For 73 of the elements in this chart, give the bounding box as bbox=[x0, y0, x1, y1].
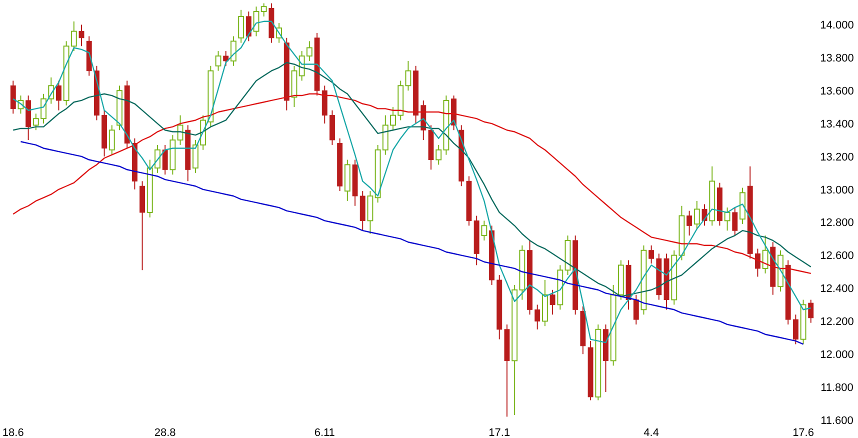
candlestick bbox=[564, 235, 571, 276]
x-tick-label: 17.6 bbox=[792, 426, 814, 438]
candlestick bbox=[770, 242, 776, 296]
candlestick bbox=[648, 244, 654, 264]
candlestick bbox=[496, 274, 502, 340]
candlestick bbox=[238, 9, 244, 44]
candlestick bbox=[170, 134, 176, 176]
candlestick bbox=[489, 225, 494, 286]
candlestick bbox=[291, 65, 298, 108]
y-tick-label: 12.600 bbox=[820, 250, 854, 262]
y-tick-label: 13.800 bbox=[820, 52, 854, 64]
candlestick bbox=[352, 159, 358, 206]
candlestick bbox=[640, 244, 647, 316]
candlestick bbox=[504, 324, 510, 418]
y-tick-label: 12.400 bbox=[820, 283, 854, 296]
candlestick bbox=[686, 210, 692, 236]
candlestick bbox=[557, 264, 564, 310]
candlestick bbox=[626, 260, 632, 310]
candlestick bbox=[177, 114, 184, 146]
candlestick bbox=[474, 215, 480, 266]
candlestick bbox=[78, 24, 84, 47]
line-series bbox=[20, 141, 804, 345]
candlestick bbox=[246, 11, 252, 42]
y-tick-label: 12.800 bbox=[820, 217, 854, 230]
candlestick bbox=[527, 240, 532, 316]
candlestick bbox=[360, 190, 366, 232]
y-tick-label: 12.000 bbox=[820, 348, 854, 361]
candlestick bbox=[116, 85, 122, 131]
x-tick-label: 6.11 bbox=[314, 426, 335, 438]
x-tick-label: 28.8 bbox=[154, 426, 176, 438]
candlestick bbox=[18, 95, 24, 114]
candlestick bbox=[268, 2, 274, 44]
candlestick bbox=[785, 260, 791, 325]
x-tick-label: 17.1 bbox=[488, 426, 510, 438]
candlestick bbox=[140, 180, 146, 271]
candlestick bbox=[603, 324, 608, 392]
y-tick-label: 13.000 bbox=[820, 184, 854, 196]
candlestick bbox=[10, 80, 16, 114]
candlestick bbox=[664, 253, 670, 310]
candlestick bbox=[284, 37, 290, 111]
candlestick bbox=[322, 85, 328, 124]
y-tick-label: 14.000 bbox=[820, 20, 854, 32]
y-tick-label: 13.200 bbox=[820, 151, 854, 164]
y-tick-label: 11.600 bbox=[820, 414, 854, 427]
candlestick bbox=[542, 280, 548, 327]
y-tick-label: 12.200 bbox=[820, 316, 854, 328]
x-tick-label: 18.6 bbox=[2, 426, 24, 438]
candlestick bbox=[656, 253, 662, 300]
candlestick bbox=[572, 235, 578, 316]
candlestick bbox=[185, 124, 191, 182]
candlestick bbox=[86, 36, 92, 76]
y-tick-label: 11.800 bbox=[820, 382, 854, 394]
candlestick bbox=[367, 190, 374, 234]
candlestick bbox=[276, 22, 282, 44]
candlestick bbox=[26, 95, 32, 140]
candlestick bbox=[762, 235, 768, 274]
x-tick-label: 4.4 bbox=[644, 426, 659, 438]
candlestick bbox=[48, 76, 54, 104]
y-tick-label: 13.400 bbox=[820, 118, 854, 130]
candlestick bbox=[709, 166, 716, 226]
candlestick bbox=[754, 248, 760, 278]
candlestick bbox=[610, 284, 616, 366]
candlestick bbox=[230, 36, 236, 66]
candlestick bbox=[337, 138, 343, 192]
line-series bbox=[12, 93, 812, 274]
candlestick bbox=[534, 304, 540, 330]
candlestick bbox=[778, 250, 784, 292]
y-tick-label: 13.600 bbox=[820, 85, 854, 98]
candlestick bbox=[330, 110, 335, 146]
candlestick bbox=[215, 50, 222, 72]
candlestick bbox=[481, 220, 488, 241]
candlestick bbox=[716, 182, 722, 226]
candlestick bbox=[466, 176, 472, 226]
